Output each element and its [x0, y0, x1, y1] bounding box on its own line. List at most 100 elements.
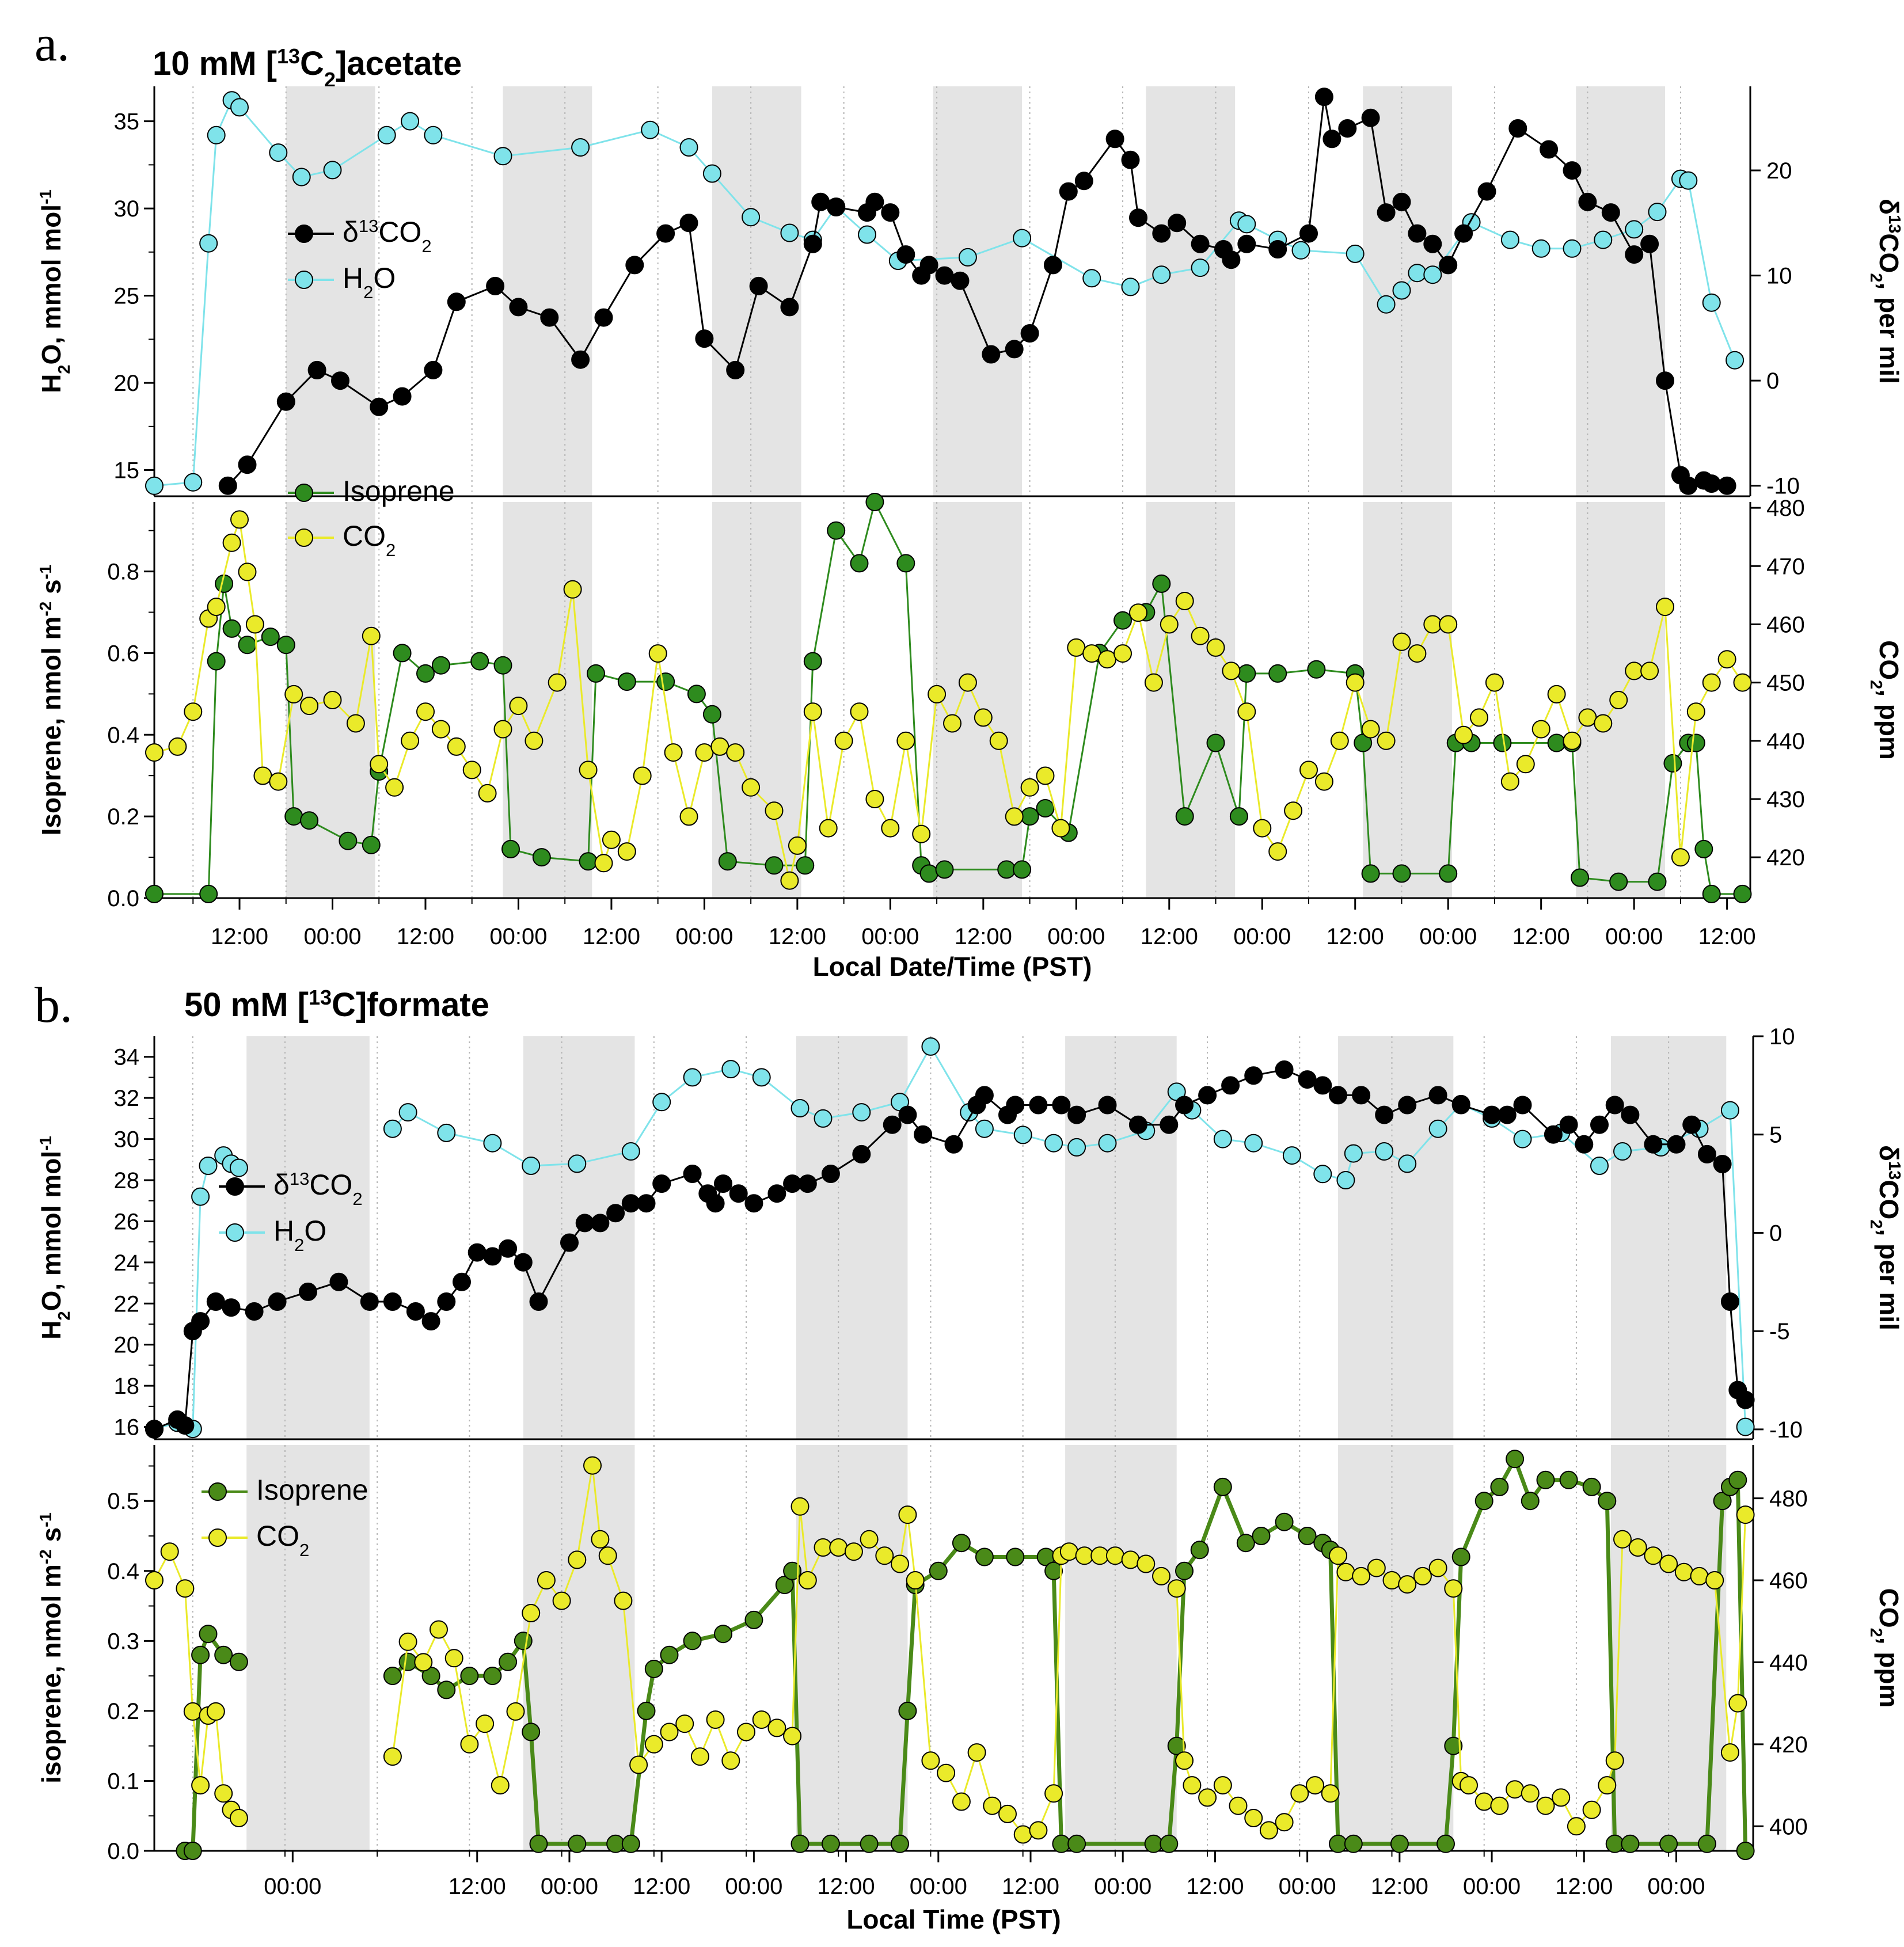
data-point-isoprene	[1451, 1547, 1470, 1566]
y-tick-label-right: 0	[1769, 1220, 1782, 1246]
data-point-isoprene	[261, 628, 280, 647]
y-tick-label-left: 30	[114, 1127, 140, 1153]
data-point-co2	[1460, 1776, 1478, 1795]
y-tick-label-left: 0.0	[107, 886, 139, 911]
data-point-13co2	[540, 308, 559, 327]
data-point-h2o	[1013, 1125, 1032, 1144]
data-point-co2	[1129, 603, 1147, 622]
data-point-isoprene	[791, 1834, 810, 1853]
data-point-isoprene	[470, 652, 489, 671]
data-point-isoprene	[1190, 1541, 1209, 1560]
data-point-co2	[414, 1653, 433, 1672]
legend-swatch-marker	[295, 484, 313, 502]
data-point-co2	[767, 1718, 786, 1737]
data-point-co2	[548, 673, 567, 692]
data-point-co2	[1547, 685, 1566, 703]
data-point-co2	[765, 801, 784, 820]
data-point-co2	[1268, 842, 1287, 861]
data-point-isoprene	[891, 1834, 909, 1853]
data-point-13co2	[621, 1194, 640, 1213]
data-point-isoprene	[1694, 839, 1713, 858]
data-point-isoprene	[568, 1834, 587, 1853]
y-tick-label-left: 0.5	[107, 1489, 139, 1514]
data-point-13co2	[1275, 1060, 1294, 1079]
data-point-isoprene	[687, 685, 706, 703]
data-point-13co2	[1052, 1096, 1071, 1115]
data-point-co2	[660, 1722, 679, 1741]
x-tick-label: 00:00	[675, 924, 733, 949]
data-point-co2	[844, 1542, 863, 1561]
data-point-13co2	[424, 360, 443, 379]
data-point-isoprene	[865, 493, 884, 511]
data-point-h2o	[292, 168, 311, 187]
data-point-isoprene	[975, 1547, 994, 1566]
data-point-co2	[958, 673, 977, 692]
data-point-13co2	[1298, 1070, 1317, 1089]
data-point-co2	[1183, 1776, 1202, 1795]
data-point-isoprene	[1152, 574, 1171, 593]
data-point-13co2	[299, 1282, 317, 1301]
data-point-h2o	[1098, 1134, 1117, 1153]
y-tick-label-right: 420	[1769, 1732, 1808, 1758]
data-point-co2	[1690, 1566, 1709, 1585]
data-point-isoprene	[276, 636, 295, 655]
data-point-co2	[1175, 592, 1194, 610]
data-point-13co2	[1067, 1105, 1086, 1124]
data-point-h2o	[383, 1119, 402, 1138]
data-point-h2o	[1513, 1130, 1532, 1149]
data-point-13co2	[803, 234, 822, 253]
data-point-co2	[1160, 615, 1179, 634]
data-point-isoprene	[579, 852, 598, 871]
y-axis-label-left: H2O, mmol mol-1	[36, 1136, 74, 1340]
x-tick-label: 00:00	[303, 924, 361, 949]
data-point-co2	[983, 1796, 1002, 1815]
data-point-13co2	[1129, 208, 1147, 227]
data-point-isoprene	[1521, 1492, 1540, 1511]
data-point-co2	[525, 731, 544, 750]
data-point-13co2	[591, 1214, 610, 1233]
data-point-co2	[493, 720, 512, 739]
data-point-13co2	[483, 1247, 502, 1266]
data-point-13co2	[191, 1312, 210, 1331]
data-point-co2	[1671, 848, 1690, 867]
data-point-13co2	[683, 1165, 702, 1183]
data-point-co2	[798, 1571, 817, 1589]
data-point-13co2	[307, 360, 326, 379]
chart-b-top: 16 18 20 22 24 26 28 30 32 34 -10 -5 0 5 10 H2O, mmol m…	[36, 1024, 1904, 1443]
data-point-h2o	[377, 126, 396, 144]
data-point-13co2	[331, 371, 349, 390]
data-point-co2	[896, 731, 915, 750]
data-point-co2	[998, 1804, 1017, 1823]
y-tick-label-left: 20	[114, 371, 140, 396]
data-point-13co2	[560, 1233, 579, 1252]
data-point-isoprene	[1229, 807, 1248, 826]
data-point-co2	[1485, 673, 1504, 692]
data-point-h2o	[522, 1157, 541, 1175]
data-point-13co2	[1578, 192, 1597, 211]
data-point-13co2	[1713, 1155, 1732, 1173]
data-point-13co2	[1717, 476, 1736, 495]
data-point-h2o	[437, 1123, 456, 1142]
data-point-isoprene	[300, 811, 319, 830]
data-point-13co2	[606, 1204, 625, 1223]
data-point-co2	[594, 854, 613, 873]
data-point-co2	[383, 1747, 402, 1766]
data-point-13co2	[1006, 1096, 1025, 1115]
data-point-h2o	[683, 1068, 702, 1087]
data-point-co2	[398, 1632, 417, 1651]
data-point-h2o	[323, 161, 342, 180]
data-point-13co2	[1338, 119, 1357, 138]
data-point-co2	[648, 644, 667, 663]
data-point-co2	[898, 1505, 917, 1524]
data-point-isoprene	[898, 1701, 917, 1720]
data-point-13co2	[1299, 224, 1318, 243]
data-point-co2	[1044, 1784, 1063, 1803]
data-point-isoprene	[1268, 664, 1287, 683]
data-point-co2	[629, 1755, 648, 1774]
data-point-h2o	[571, 138, 590, 157]
legend-label: CO2	[343, 520, 396, 560]
data-point-13co2	[1423, 234, 1442, 253]
y-tick-label-left: 30	[114, 196, 140, 222]
data-point-isoprene	[229, 1652, 248, 1671]
data-point-co2	[937, 1763, 956, 1782]
